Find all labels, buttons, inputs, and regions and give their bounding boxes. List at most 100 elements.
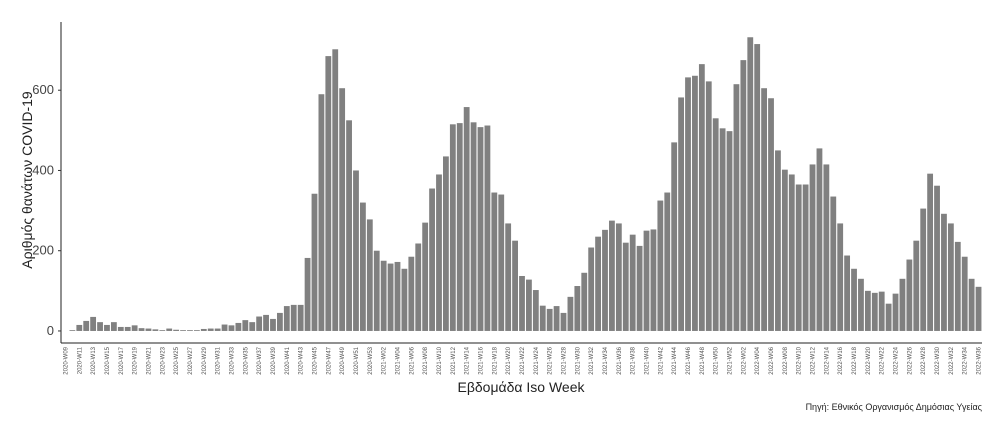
bar	[353, 170, 359, 331]
x-tick-label: 2020-W49	[340, 346, 346, 374]
bar	[816, 148, 823, 331]
x-tick-label: 2020-W45	[312, 346, 318, 374]
x-tick-label: 2021-W24	[534, 346, 540, 374]
bar	[581, 272, 588, 331]
x-tick-label: 2020-W53	[368, 346, 374, 374]
bar	[373, 250, 380, 331]
x-tick-label: 2021-W02	[382, 346, 388, 374]
bar	[332, 49, 339, 331]
bar	[166, 328, 173, 331]
bar	[671, 142, 678, 331]
x-tick-label: 2022-W24	[894, 346, 900, 374]
bar	[602, 229, 608, 331]
x-tick-label: 2022-W06	[769, 346, 775, 374]
bar	[263, 314, 269, 331]
bar	[235, 322, 242, 331]
bar	[491, 192, 498, 331]
bar	[131, 325, 138, 331]
bar	[726, 131, 733, 331]
x-tick-label: 2021-W42	[658, 346, 664, 374]
bar	[498, 194, 505, 331]
bar	[346, 120, 352, 331]
x-tick-label: 2021-W28	[562, 346, 568, 374]
bar	[913, 240, 920, 331]
x-tick-label: 2022-W26	[907, 346, 913, 374]
bar	[878, 291, 885, 331]
x-tick-label: 2020-W29	[202, 346, 208, 374]
x-tick-label: 2020-W41	[285, 346, 291, 374]
bar	[429, 188, 435, 331]
bar	[449, 124, 456, 331]
x-axis-label: Εβδομάδα Iso Week	[457, 379, 585, 395]
bar	[304, 257, 311, 331]
x-tick-label: 2022-W20	[866, 346, 872, 374]
bar	[539, 305, 546, 331]
bar	[380, 260, 387, 331]
bar	[615, 223, 622, 331]
bar	[864, 290, 871, 331]
x-tick-label: 2020-W39	[271, 346, 277, 374]
bar	[242, 320, 249, 331]
bar	[705, 81, 712, 331]
x-tick-label: 2021-W04	[395, 346, 401, 374]
x-tick-label: 2022-W36	[977, 346, 983, 374]
bar	[837, 223, 844, 331]
bar	[200, 328, 207, 331]
x-tick-label: 2020-W25	[174, 346, 180, 374]
bar	[290, 304, 297, 331]
bar	[906, 259, 913, 331]
source-note: Πηγή: Εθνικός Οργανισμός Δημόσιας Υγείας	[806, 402, 983, 412]
x-tick-label: 2021-W32	[589, 346, 595, 374]
x-tick-label: 2021-W06	[409, 346, 415, 374]
bar	[124, 326, 131, 331]
bar	[622, 242, 629, 331]
x-tick-label: 2020-W31	[216, 346, 222, 374]
x-tick-label: 2020-W15	[105, 346, 111, 374]
bar	[193, 330, 200, 331]
x-tick-label: 2021-W46	[686, 346, 692, 374]
bar	[117, 326, 124, 331]
bar	[941, 213, 947, 331]
bar	[228, 325, 235, 331]
bar	[920, 208, 927, 331]
bar	[221, 324, 228, 331]
bar	[657, 200, 664, 331]
bar	[394, 261, 401, 331]
x-tick-label: 2020-W37	[257, 346, 263, 374]
bar	[858, 278, 864, 331]
bar	[754, 44, 761, 331]
bar	[187, 330, 193, 331]
x-tick-label: 2022-W30	[935, 346, 941, 374]
bar	[436, 174, 442, 331]
x-tick-label: 2022-W18	[852, 346, 858, 374]
x-tick-label: 2022-W28	[921, 346, 927, 374]
bar	[795, 184, 802, 331]
bar	[892, 293, 899, 331]
bar	[747, 37, 754, 331]
bar	[422, 222, 429, 331]
x-tick-label: 2021-W38	[631, 346, 637, 374]
x-tick-label: 2021-W26	[548, 346, 554, 374]
x-tick-label: 2022-W34	[963, 346, 969, 374]
x-tick-label: 2022-W32	[949, 346, 955, 374]
bar	[401, 268, 408, 331]
bar	[871, 292, 878, 331]
bar	[899, 278, 906, 331]
x-tick-label: 2021-W30	[575, 346, 581, 374]
bar	[609, 220, 615, 331]
bar	[138, 328, 145, 331]
bar	[823, 164, 830, 331]
bar	[408, 256, 415, 331]
bar	[761, 88, 768, 331]
bar	[781, 169, 788, 331]
bar	[283, 306, 290, 331]
bar	[90, 316, 97, 331]
bar	[512, 240, 518, 331]
bar	[104, 324, 110, 331]
bar	[719, 128, 726, 331]
x-tick-label: 2020-W27	[188, 346, 194, 374]
bar	[553, 306, 560, 331]
bar	[110, 322, 117, 331]
y-tick-label: 200	[32, 243, 54, 258]
